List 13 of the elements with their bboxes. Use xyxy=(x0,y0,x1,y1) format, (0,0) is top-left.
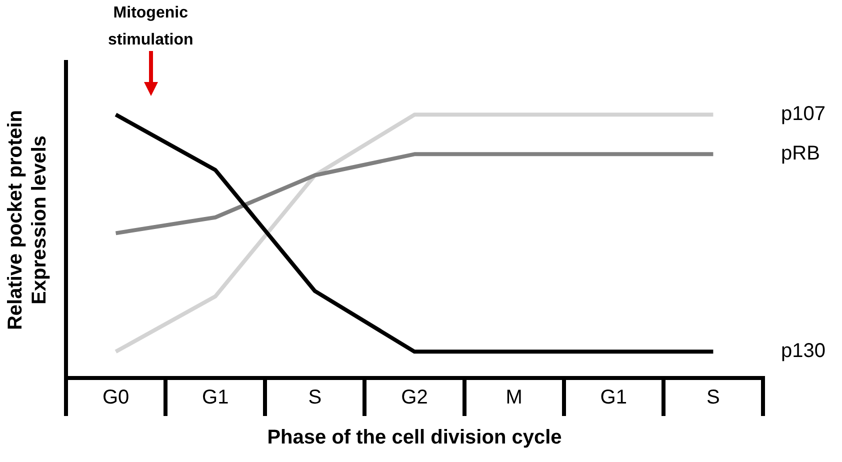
x-tick-label: S xyxy=(706,386,720,409)
x-tick-label: G0 xyxy=(102,386,130,409)
x-tick-label: G1 xyxy=(202,386,229,409)
text: Mitogenic stimulation xyxy=(108,4,194,49)
x-axis-title: Phase of the cell division cycle xyxy=(267,426,562,449)
text: pRB xyxy=(781,142,820,165)
text: p130 xyxy=(781,340,826,362)
text: p107 xyxy=(781,103,826,126)
y-axis-title: Relative pocket protein Expression levels xyxy=(4,110,51,330)
x-tick-label: S xyxy=(308,386,322,409)
x-tick-label: G1 xyxy=(600,386,627,409)
x-tick-label: M xyxy=(506,386,522,409)
x-tick-label: G2 xyxy=(401,386,428,409)
